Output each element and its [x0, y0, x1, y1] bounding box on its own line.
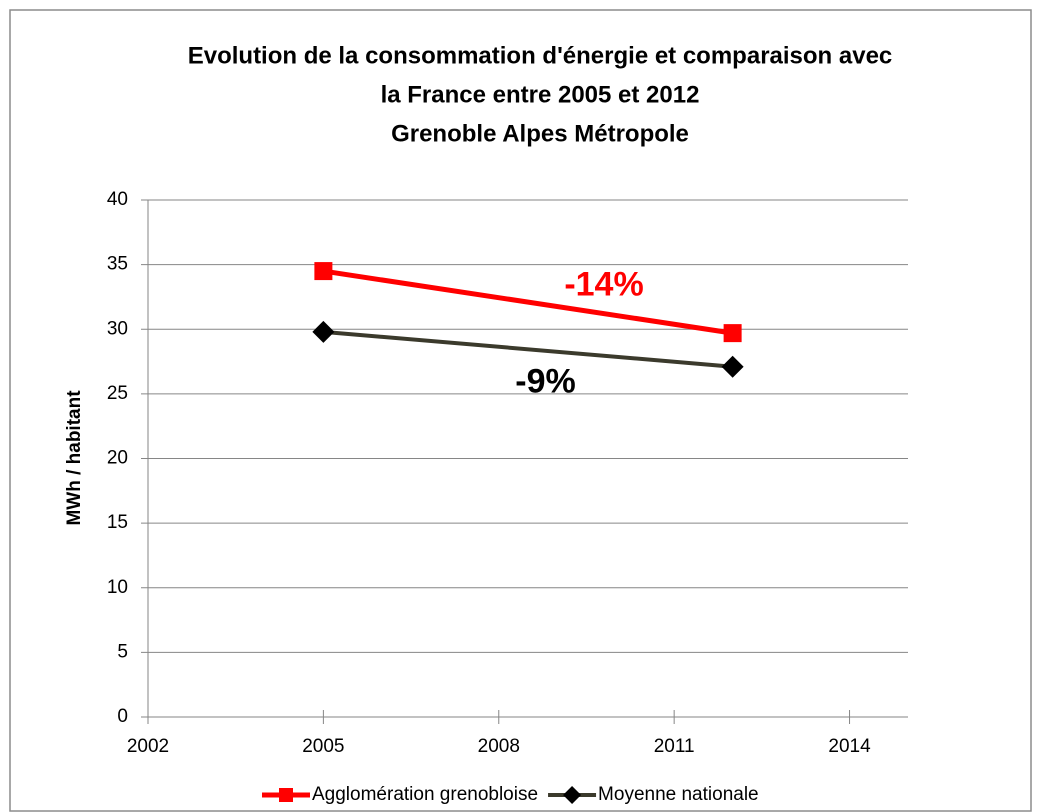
y-tick-label: 30	[107, 318, 128, 339]
chart-frame	[9, 9, 1032, 812]
y-tick-label: 25	[107, 383, 128, 404]
x-tick-label: 2002	[127, 736, 169, 757]
series-line	[323, 268, 733, 336]
x-tick-label: 2008	[478, 736, 520, 757]
y-tick-label: 35	[107, 254, 128, 275]
y-axis-label: MWh / habitant	[64, 390, 85, 526]
chart-title: Grenoble Alpes Métropole	[391, 120, 689, 147]
marker	[314, 262, 333, 281]
x-tick-label: 2005	[302, 736, 344, 757]
y-tick-label: 5	[117, 641, 128, 662]
legend-label: Moyenne nationale	[598, 784, 759, 805]
annotation: -9%	[515, 363, 575, 401]
marker	[723, 324, 742, 343]
y-tick-label: 10	[107, 577, 128, 598]
y-tick-label: 15	[107, 512, 128, 533]
chart-title: Evolution de la consommation d'énergie e…	[188, 42, 893, 69]
annotation: -14%	[564, 266, 643, 304]
chart-title: la France entre 2005 et 2012	[381, 81, 700, 108]
y-tick-label: 40	[107, 189, 128, 210]
series-line	[323, 329, 733, 369]
x-tick-label: 2011	[654, 736, 695, 757]
marker	[312, 320, 335, 343]
marker	[721, 355, 744, 378]
legend-label: Agglomération grenobloise	[312, 784, 538, 805]
y-tick-label: 20	[107, 448, 128, 469]
legend-marker	[563, 786, 582, 804]
x-tick-label: 2014	[828, 736, 871, 757]
y-tick-label: 0	[117, 706, 128, 727]
legend-marker	[279, 788, 293, 802]
